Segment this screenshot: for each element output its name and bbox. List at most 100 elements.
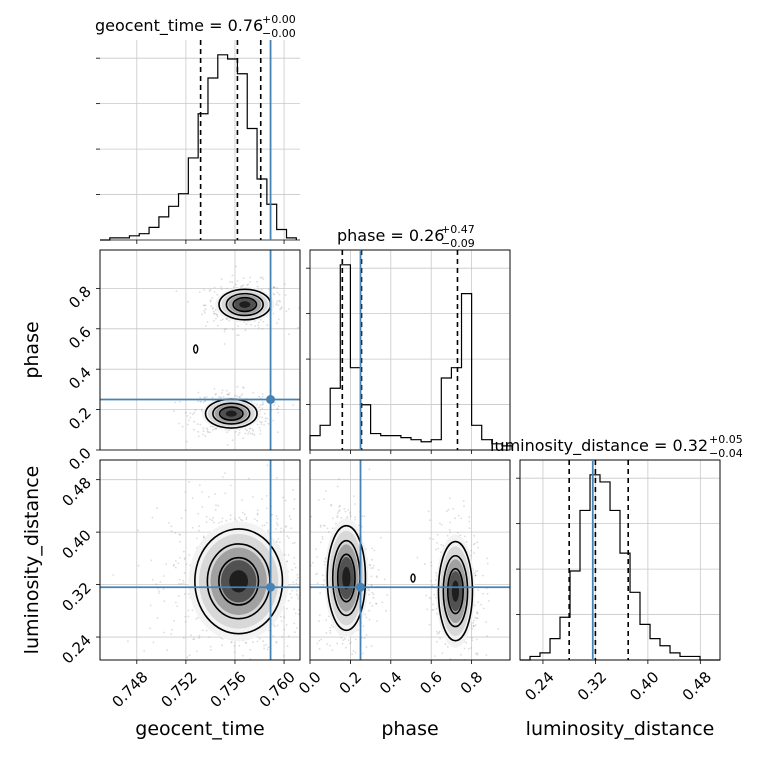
sample-point [285,624,288,626]
sample-point [380,536,382,539]
sample-point [349,511,352,513]
sample-point [259,433,262,435]
sample-point [187,593,190,595]
sample-point [334,522,337,525]
sample-point [288,333,290,336]
y-axis-label-luminosity_distance: luminosity_distance [21,466,43,655]
sample-point [174,532,177,534]
sample-point [275,303,278,306]
sample-point [237,334,240,336]
sample-point [338,509,341,512]
sample-point [274,401,276,404]
sample-point [477,589,480,591]
sample-point [198,484,201,487]
sample-point [227,393,230,396]
sample-point [156,617,159,619]
sample-point [261,276,264,279]
sample-point [249,432,252,435]
sample-point [276,291,279,294]
sample-point [265,521,268,524]
sample-point [213,291,216,293]
sample-point [277,405,280,408]
sample-point [476,617,478,620]
sample-point [371,604,374,607]
sample-point [188,481,191,483]
ytick-label-luminosity_distance: 0.24 [58,631,94,667]
sample-point [487,600,490,602]
sample-point [352,650,355,653]
sample-point [228,392,231,394]
sample-point [259,404,262,406]
sample-point [224,472,226,474]
sample-point [220,392,223,394]
sample-point [206,427,208,429]
sample-point [247,477,250,480]
xtick-label-geocent_time: 0.748 [108,668,151,711]
sample-point [260,421,263,424]
sample-point [256,519,259,522]
sample-point [186,656,189,659]
sample-point [325,490,327,492]
hist-steps-phase [309,264,513,450]
sample-point [189,416,192,419]
sample-point [182,579,185,582]
sample-point [191,497,194,500]
sample-point [363,637,366,640]
sample-point [247,432,250,435]
sample-point [331,527,334,530]
sample-point [198,525,201,528]
sample-point [287,599,290,602]
sample-point [316,642,319,645]
sample-point [196,537,198,540]
sample-point [158,590,160,592]
sample-point [477,601,479,604]
sample-point [224,492,227,495]
sample-point [181,425,184,428]
xtick-label-luminosity_distance: 0.24 [521,668,557,704]
sample-point [280,306,283,309]
sample-point [365,548,367,550]
sample-point [476,652,479,655]
sample-point [259,319,262,321]
sample-point [261,524,264,527]
sample-point [439,522,441,525]
sample-point [127,640,129,643]
2d-geocent_time-luminosity_distance [99,459,301,661]
sample-point [212,516,215,519]
sample-point [316,582,319,585]
sample-point [328,531,330,533]
sample-point [446,534,449,537]
sample-point [240,394,243,397]
sample-point [184,411,187,414]
sample-point [229,514,232,517]
sample-point [278,293,281,296]
sample-point [234,518,237,520]
sample-point [311,561,314,564]
sample-point [204,304,207,307]
ytick-label-phase: 0.2 [65,404,95,434]
density-level-4 [225,410,237,417]
sample-point [221,638,224,640]
sample-point [187,609,190,612]
sample-point [215,504,217,507]
sample-point [470,647,472,649]
sample-point [296,595,299,597]
sample-point [368,589,371,592]
sample-point [465,540,468,543]
sample-point [462,500,465,502]
sample-point [197,435,200,438]
sample-point [368,618,371,621]
sample-point [184,593,186,595]
2d-phase-luminosity_distance [309,459,511,661]
sample-point [441,652,444,654]
sample-point [277,304,280,306]
y-axis-label-phase: phase [21,321,43,378]
sample-point [197,513,200,515]
sample-point [163,631,165,634]
sample-point [244,428,247,431]
sample-point [428,596,431,599]
sample-point [259,397,262,399]
sample-point [368,593,370,596]
sample-point [197,616,199,619]
sample-point [242,386,244,389]
